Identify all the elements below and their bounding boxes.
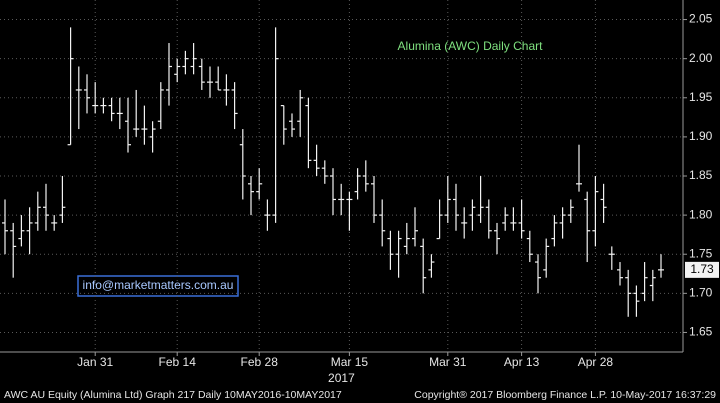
x-tick-label: Apr 28 xyxy=(578,355,614,369)
y-tick-label: 1.75 xyxy=(689,246,713,260)
y-tick-label: 1.70 xyxy=(689,286,713,300)
last-value-box xyxy=(685,261,719,278)
y-tick-label: 1.85 xyxy=(689,168,713,182)
chart-title: Alumina (AWC) Daily Chart xyxy=(398,39,544,53)
y-tick-label: 2.05 xyxy=(689,12,713,26)
footer-right: Copyright® 2017 Bloomberg Finance L.P. 1… xyxy=(414,389,716,401)
y-tick-label: 1.65 xyxy=(689,325,713,339)
y-tick-label: 1.90 xyxy=(689,129,713,143)
last-value-label: 1.73 xyxy=(690,262,714,276)
y-tick-label: 1.95 xyxy=(689,90,713,104)
x-tick-label: Mar 15 xyxy=(331,355,369,369)
x-tick-label: Feb 14 xyxy=(159,355,197,369)
watermark: info@marketmatters.com.au xyxy=(83,278,234,292)
x-tick-label: Feb 28 xyxy=(241,355,279,369)
y-tick-label: 1.80 xyxy=(689,207,713,221)
footer-left: AWC AU Equity (Alumina Ltd) Graph 217 Da… xyxy=(4,389,342,401)
y-tick-label: 2.00 xyxy=(689,51,713,65)
x-tick-label: Jan 31 xyxy=(77,355,113,369)
watermark-box xyxy=(77,275,239,297)
x-tick-label: Apr 13 xyxy=(504,355,540,369)
x-year-label: 2017 xyxy=(328,371,355,385)
x-tick-label: Mar 31 xyxy=(429,355,467,369)
